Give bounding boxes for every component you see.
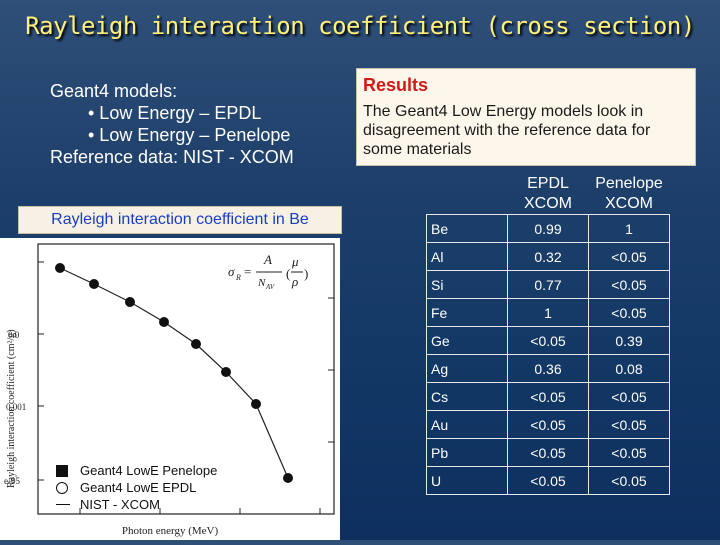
header-line: XCOM bbox=[524, 195, 572, 212]
ytick-label: 0.001 bbox=[6, 402, 26, 412]
legend-item-epdl: Geant4 LowE EPDL bbox=[56, 479, 217, 496]
header-line: EPDL bbox=[527, 175, 569, 192]
material-cell: Be bbox=[426, 214, 508, 243]
material-cell: Cs bbox=[426, 382, 508, 411]
epdl-value-cell: <0.05 bbox=[507, 438, 589, 467]
plot-label: Rayleigh interaction coefficient in Be bbox=[18, 206, 342, 234]
formula: σ R = A N AV ( μ ρ ) bbox=[228, 252, 308, 291]
plot-svg: 0.0 0.001 e-05 Rayleigh interaction coef… bbox=[4, 243, 335, 537]
material-cell: U bbox=[426, 466, 508, 495]
svg-text:σ: σ bbox=[228, 264, 235, 279]
column-header-epdl: EPDL XCOM bbox=[508, 174, 589, 215]
penelope-value-cell: <0.05 bbox=[588, 410, 670, 439]
epdl-value-cell: <0.05 bbox=[507, 382, 589, 411]
penelope-value-cell: <0.05 bbox=[588, 466, 670, 495]
penelope-value-cell: <0.05 bbox=[588, 298, 670, 327]
material-cell: Au bbox=[426, 410, 508, 439]
svg-text:AV: AV bbox=[265, 283, 275, 291]
plot-legend: Geant4 LowE Penelope Geant4 LowE EPDL NI… bbox=[56, 462, 217, 513]
table-corner bbox=[427, 174, 508, 215]
x-axis-label: Photon energy (MeV) bbox=[122, 525, 219, 537]
penelope-value-cell: <0.05 bbox=[588, 438, 670, 467]
penelope-value-cell: 1 bbox=[588, 214, 670, 243]
table-row: Ge <0.05 0.39 bbox=[426, 326, 670, 355]
material-cell: Al bbox=[426, 242, 508, 271]
svg-text:N: N bbox=[257, 277, 266, 289]
material-cell: Si bbox=[426, 270, 508, 299]
results-body: The Geant4 Low Energy models look in dis… bbox=[363, 103, 651, 158]
model-item-epdl: • Low Energy – EPDL bbox=[88, 103, 262, 123]
svg-text:(: ( bbox=[286, 266, 290, 281]
filled-square-icon bbox=[56, 464, 68, 477]
models-heading: Geant4 models: bbox=[50, 81, 178, 101]
legend-label: Geant4 LowE Penelope bbox=[80, 463, 218, 478]
header-line: XCOM bbox=[605, 195, 653, 212]
svg-text:=: = bbox=[244, 264, 251, 279]
models-block: Geant4 models: • Low Energy – EPDL • Low… bbox=[50, 80, 350, 168]
svg-text:μ: μ bbox=[291, 254, 299, 269]
table-row: Fe 1 <0.05 bbox=[426, 298, 670, 327]
slide-title: Rayleigh interaction coefficient (cross … bbox=[25, 12, 695, 40]
legend-label: NIST - XCOM bbox=[80, 497, 160, 512]
penelope-points bbox=[55, 263, 293, 483]
svg-text:): ) bbox=[304, 266, 308, 281]
epdl-value-cell: <0.05 bbox=[507, 410, 589, 439]
penelope-value-cell: <0.05 bbox=[588, 270, 670, 299]
table-row: Al 0.32 <0.05 bbox=[426, 242, 670, 271]
plot-frame bbox=[37, 243, 335, 515]
column-header-penelope: Penelope XCOM bbox=[589, 174, 670, 215]
model-item-penelope: • Low Energy – Penelope bbox=[88, 125, 291, 145]
y-axis-label: Rayleigh interaction coefficient (cm²/g) bbox=[6, 329, 17, 488]
legend-label: Geant4 LowE EPDL bbox=[80, 480, 197, 495]
table-row: Pb <0.05 <0.05 bbox=[426, 438, 670, 467]
penelope-value-cell: <0.05 bbox=[588, 242, 670, 271]
legend-item-nist: NIST - XCOM bbox=[56, 496, 217, 513]
epdl-value-cell: 1 bbox=[507, 298, 589, 327]
results-box: Results The Geant4 Low Energy models loo… bbox=[356, 68, 696, 166]
penelope-value-cell: 0.39 bbox=[588, 326, 670, 355]
epdl-value-cell: <0.05 bbox=[507, 466, 589, 495]
table-row: Ag 0.36 0.08 bbox=[426, 354, 670, 383]
material-cell: Fe bbox=[426, 298, 508, 327]
open-circle-icon bbox=[56, 481, 68, 494]
svg-text:R: R bbox=[235, 273, 241, 282]
results-heading: Results bbox=[363, 75, 429, 95]
table-row: Be 0.99 1 bbox=[426, 214, 670, 243]
material-cell: Pb bbox=[426, 438, 508, 467]
svg-text:ρ: ρ bbox=[291, 274, 298, 289]
table-row: Cs <0.05 <0.05 bbox=[426, 382, 670, 411]
nist-xcom-line bbox=[59, 267, 289, 479]
table-row: Au <0.05 <0.05 bbox=[426, 410, 670, 439]
epdl-value-cell: 0.32 bbox=[507, 242, 589, 271]
header-line: Penelope bbox=[595, 175, 663, 192]
ytick-label: 0.0 bbox=[8, 330, 20, 340]
penelope-value-cell: <0.05 bbox=[588, 382, 670, 411]
legend-item-penelope: Geant4 LowE Penelope bbox=[56, 462, 217, 479]
epdl-value-cell: 0.99 bbox=[507, 214, 589, 243]
epdl-value-cell: 0.77 bbox=[507, 270, 589, 299]
table-row: U <0.05 <0.05 bbox=[426, 466, 670, 495]
penelope-value-cell: 0.08 bbox=[588, 354, 670, 383]
ytick-label: e-05 bbox=[4, 476, 20, 486]
material-cell: Ge bbox=[426, 326, 508, 355]
material-cell: Ag bbox=[426, 354, 508, 383]
table-row: Si 0.77 <0.05 bbox=[426, 270, 670, 299]
epdl-value-cell: 0.36 bbox=[507, 354, 589, 383]
line-icon bbox=[56, 503, 70, 506]
reference-data: Reference data: NIST - XCOM bbox=[50, 147, 294, 167]
svg-text:A: A bbox=[263, 252, 272, 267]
epdl-value-cell: <0.05 bbox=[507, 326, 589, 355]
agreement-table: EPDL XCOM Penelope XCOM Be 0.99 1 Al 0.32 <0.… bbox=[426, 174, 670, 495]
